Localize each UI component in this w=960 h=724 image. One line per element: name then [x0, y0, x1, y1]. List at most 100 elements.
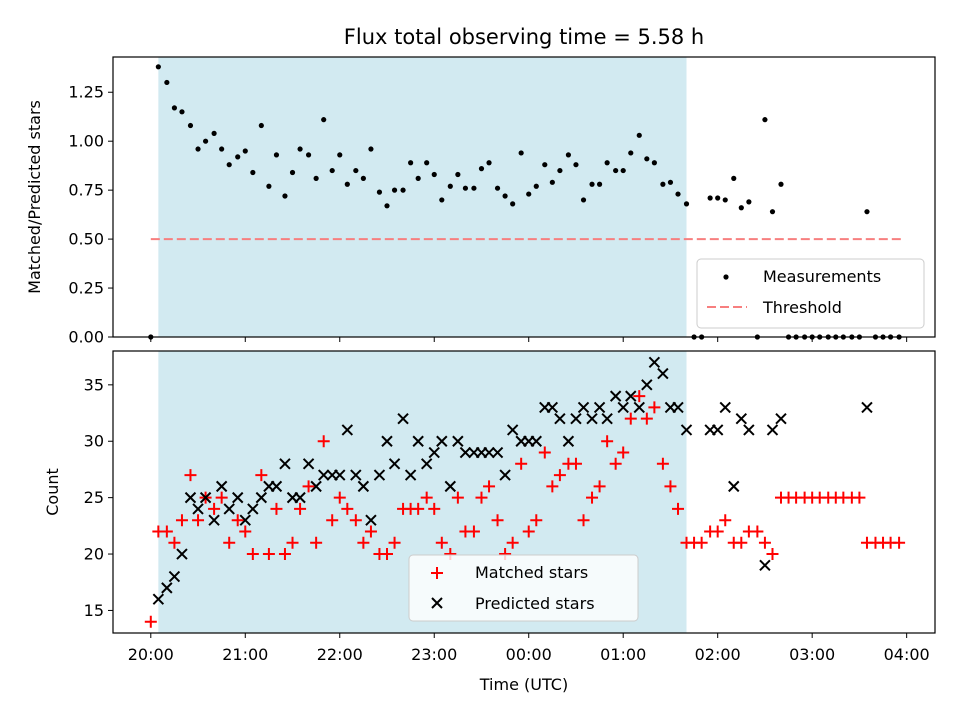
matched-stars-point: [695, 536, 708, 549]
predicted-stars-point: [444, 480, 457, 493]
matched-stars-point: [506, 536, 519, 549]
measurements-point: [439, 197, 445, 203]
predicted-stars-point: [239, 514, 251, 526]
measurements-point: [675, 191, 681, 197]
x-tick-label: 00:00: [506, 645, 552, 664]
predicted-stars-point: [617, 401, 629, 414]
predicted-stars-point: [199, 491, 212, 504]
y-tick-label: 0.00: [68, 328, 104, 347]
matched-stars-point: [640, 412, 653, 425]
matched-stars-point: [255, 469, 268, 482]
measurements-point: [431, 171, 437, 178]
measurements-point: [667, 179, 674, 185]
measurements-point: [408, 160, 414, 166]
matched-stars-point: [420, 491, 433, 504]
y-tick-label: 0.75: [68, 181, 104, 200]
measurements-point: [707, 195, 713, 201]
predicted-stars-point: [365, 514, 377, 526]
measurements-point: [211, 130, 217, 136]
predicted-stars-point: [279, 458, 291, 470]
matched-stars-point: [530, 514, 543, 527]
measurements-point: [613, 167, 619, 174]
measurements-point: [864, 209, 870, 215]
measurements-point: [494, 185, 501, 191]
predicted-stars-point: [373, 469, 386, 481]
measurements-point: [282, 193, 288, 199]
measurements-point: [313, 175, 319, 181]
predicted-stars-point: [357, 480, 370, 493]
x-axis-label: Time (UTC): [479, 675, 568, 694]
predicted-stars-point: [506, 424, 519, 436]
predicted-stars-point: [388, 458, 401, 470]
matched-stars-point: [633, 390, 646, 403]
measurements-point: [235, 154, 241, 160]
predicted-stars-point: [759, 559, 771, 572]
matched-stars-point: [231, 514, 244, 527]
measurements-point: [195, 146, 201, 152]
predicted-stars-point: [633, 401, 645, 414]
measurements-point: [187, 122, 194, 129]
legend-threshold-label: Threshold: [762, 298, 842, 317]
measurements-point: [486, 160, 492, 166]
measurements-point: [526, 191, 532, 197]
measurements-point: [289, 169, 296, 176]
measurements-point: [604, 160, 610, 166]
predicted-stars-point: [459, 446, 472, 459]
matched-stars-point: [515, 457, 528, 470]
predicted-stars-point: [554, 412, 566, 425]
measurements-point: [415, 175, 421, 181]
matched-stars-point: [278, 548, 291, 561]
predicted-stars-point: [601, 412, 613, 425]
matched-stars-point: [758, 536, 771, 549]
matched-stars-point: [553, 469, 566, 482]
predicted-stars-point: [719, 401, 731, 414]
measurements-point: [471, 185, 477, 191]
measurements-point: [329, 167, 335, 174]
count-points: [144, 356, 906, 628]
predicted-stars-point: [208, 514, 220, 526]
matched-stars-point: [246, 548, 259, 561]
measurements-point: [155, 64, 161, 70]
predicted-stars-point: [657, 367, 669, 380]
matched-stars-point: [719, 514, 732, 527]
matched-stars-point: [294, 502, 307, 515]
matched-stars-point: [270, 502, 283, 515]
measurements-point: [660, 181, 666, 187]
matched-stars-point: [428, 502, 441, 515]
predicted-stars-point: [711, 424, 724, 436]
x-axis-bottom: 20:00 21:00 22:00 23:00 00:00 01:00 02:00 03:00…: [128, 633, 930, 664]
y-tick-label: 0.25: [68, 279, 104, 298]
x-tick-label: 02:00: [695, 645, 741, 664]
measurements-point: [478, 166, 485, 172]
measurements-point: [305, 152, 312, 158]
y-tick-label: 1.00: [68, 132, 104, 151]
predicted-stars-point: [428, 446, 440, 459]
measurements-point: [400, 187, 406, 193]
measurements-point: [219, 146, 225, 152]
legend-top: Measurements Threshold: [696, 258, 925, 329]
predicted-stars-point: [735, 412, 748, 425]
matched-stars-point: [412, 502, 425, 515]
x-tick-label: 01:00: [600, 645, 646, 664]
predicted-stars-point: [161, 582, 173, 594]
shaded-region-top: [158, 57, 687, 337]
predicted-stars-point: [420, 458, 433, 470]
matched-stars-point: [586, 491, 599, 504]
measurements-point: [596, 181, 603, 187]
matched-stars-point: [546, 480, 559, 493]
predicted-stars-point: [499, 469, 511, 481]
predicted-stars-point: [152, 593, 165, 605]
predicted-stars-point: [247, 503, 259, 515]
predicted-stars-point: [232, 491, 244, 504]
matched-stars-point: [381, 548, 393, 561]
legend-predicted-marker: [431, 597, 443, 609]
x-tick-label: 23:00: [411, 645, 457, 664]
matched-stars-point: [569, 457, 582, 470]
matched-stars-point: [239, 525, 252, 538]
matched-stars-point: [215, 491, 228, 504]
measurements-point: [226, 162, 232, 168]
measurements-point: [644, 156, 650, 162]
measurements-point: [722, 197, 728, 203]
predicted-stars-point: [766, 424, 779, 436]
predicted-stars-point: [775, 412, 787, 425]
